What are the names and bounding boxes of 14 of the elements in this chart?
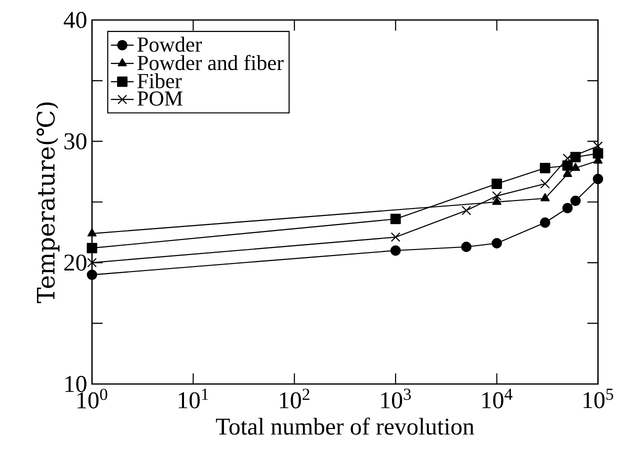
- y-tick-label: 40: [64, 12, 86, 28]
- y-tick-label: 30: [64, 133, 86, 150]
- x-axis-title: Total number of revolution: [216, 418, 474, 435]
- x-tick-label: 10$^{1}$: [178, 388, 208, 408]
- legend-label: POM: [137, 91, 182, 106]
- y-tick-label: 20: [64, 254, 86, 271]
- legend-label: Powder: [137, 36, 202, 52]
- y-axis-title: Temperature(℃): [36, 102, 60, 304]
- legend-label: Fiber: [137, 73, 182, 88]
- x-tick-label: 10$^{5}$: [584, 388, 614, 408]
- x-tick-label: 10$^{4}$: [482, 388, 512, 408]
- x-tick-label: 10$^{2}$: [280, 388, 310, 408]
- x-tick-label: 10$^{3}$: [381, 388, 411, 408]
- legend-label: Powder and fiber: [137, 54, 284, 70]
